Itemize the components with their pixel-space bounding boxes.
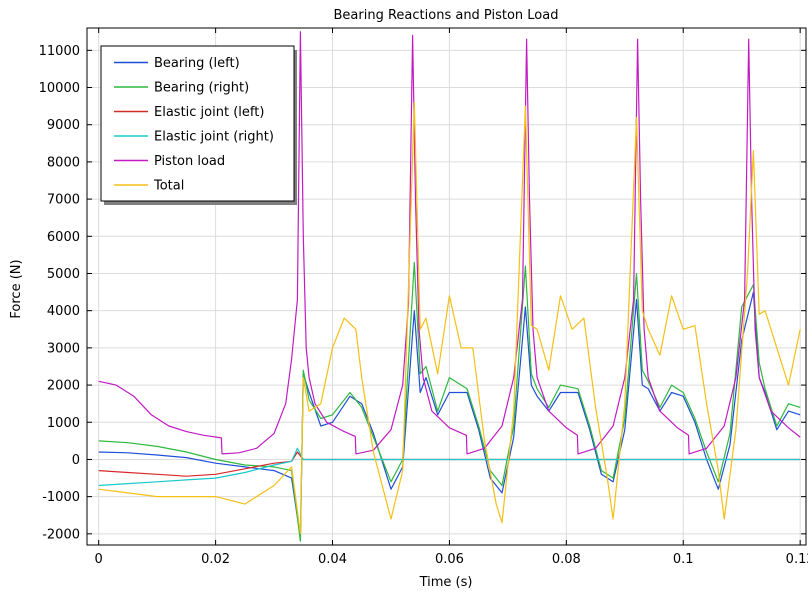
x-tick-label: 0.08 [552, 552, 581, 567]
legend-label: Piston load [154, 154, 225, 169]
x-tick-label: 0.04 [318, 552, 347, 567]
legend-label: Elastic joint (left) [154, 105, 264, 120]
y-tick-label: 5000 [47, 267, 80, 282]
legend-label: Bearing (right) [154, 81, 249, 96]
legend: Bearing (left) Bearing (right) Elastic joi… [100, 45, 297, 205]
y-tick-label: 7000 [47, 193, 80, 208]
x-tick-label: 0.1 [673, 552, 694, 567]
y-tick-label: 8000 [47, 155, 80, 170]
series-line-3 [98, 447, 801, 487]
y-tick-label: 1000 [47, 416, 80, 431]
y-tick-label: 10000 [39, 81, 80, 96]
legend-label: Elastic joint (right) [154, 130, 274, 145]
x-axis-label: Time (s) [419, 575, 473, 590]
y-tick-label: 3000 [47, 341, 80, 356]
legend-label: Total [153, 179, 184, 194]
y-tick-label: 6000 [47, 230, 80, 245]
series-layer [98, 31, 801, 542]
x-ticks: 0 0.02 0.04 0.06 0.08 0.1 0.12 [95, 28, 808, 567]
y-axis-label: Force (N) [9, 259, 24, 318]
x-tick-label: 0.12 [786, 552, 808, 567]
y-tick-label: 9000 [47, 118, 80, 133]
x-tick-label: 0.02 [201, 552, 230, 567]
series-line-1 [98, 261, 801, 542]
x-tick-label: 0.06 [435, 552, 464, 567]
chart-title: Bearing Reactions and Piston Load [334, 8, 559, 23]
y-tick-label: 0 [72, 453, 80, 468]
y-tick-label: -2000 [42, 527, 80, 542]
y-tick-label: 4000 [47, 304, 80, 319]
legend-box [100, 45, 295, 202]
x-tick-label: 0 [95, 552, 103, 567]
plot-frame [86, 27, 807, 546]
y-ticks: -2000 -1000 0 1000 2000 3000 4000 5000 6000 7000 8… [39, 44, 806, 542]
y-tick-label: -1000 [42, 490, 80, 505]
series-line-5 [98, 101, 801, 535]
legend-label: Bearing (left) [154, 56, 240, 71]
y-tick-label: 11000 [39, 44, 80, 59]
y-tick-label: 2000 [47, 379, 80, 394]
series-line-4 [98, 31, 801, 455]
